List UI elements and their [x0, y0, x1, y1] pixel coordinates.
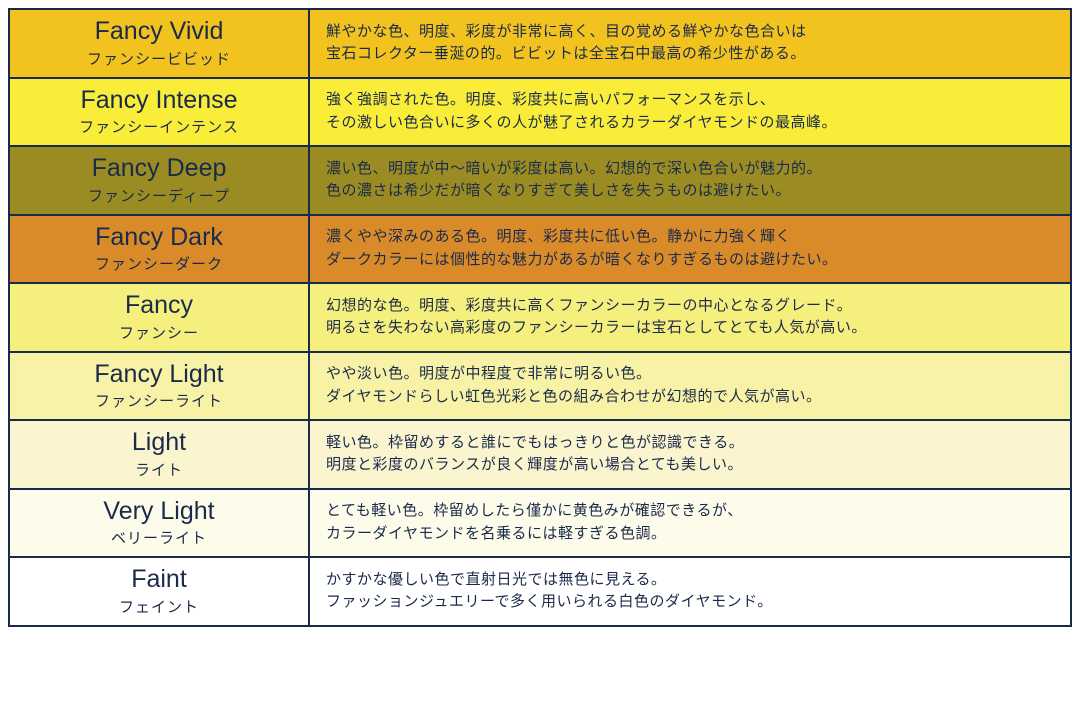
grade-desc-line: やや淡い色。明度が中程度で非常に明るい色。: [326, 363, 1054, 386]
grade-label-cell: Fancyファンシー: [10, 284, 310, 351]
grade-row: Fancyファンシー幻想的な色。明度、彩度共に高くファンシーカラーの中心となるグ…: [10, 284, 1070, 353]
grade-desc-line: かすかな優しい色で直射日光では無色に見える。: [326, 569, 1054, 592]
grade-name-jp: フェイント: [119, 596, 199, 617]
grade-name-jp: ファンシー: [119, 322, 199, 343]
grade-name-en: Fancy Light: [94, 361, 223, 389]
grade-label-cell: Fancy Deepファンシーディープ: [10, 147, 310, 214]
grade-label-cell: Fancy Vividファンシービビッド: [10, 10, 310, 77]
grade-name-en: Fancy: [125, 292, 193, 320]
grade-desc-cell: 強く強調された色。明度、彩度共に高いパフォーマンスを示し、その激しい色合いに多く…: [310, 79, 1070, 146]
grade-row: Fancy Deepファンシーディープ濃い色、明度が中〜暗いが彩度は高い。幻想的…: [10, 147, 1070, 216]
grade-name-en: Faint: [131, 566, 187, 594]
grade-desc-line: 鮮やかな色、明度、彩度が非常に高く、目の覚める鮮やかな色合いは: [326, 21, 1054, 44]
grade-desc-cell: とても軽い色。枠留めしたら僅かに黄色みが確認できるが、カラーダイヤモンドを名乗る…: [310, 490, 1070, 557]
grade-label-cell: Fancy Lightファンシーライト: [10, 353, 310, 420]
grade-desc-line: カラーダイヤモンドを名乗るには軽すぎる色調。: [326, 523, 1054, 546]
grade-name-en: Light: [132, 429, 186, 457]
grade-desc-cell: 幻想的な色。明度、彩度共に高くファンシーカラーの中心となるグレード。明るさを失わ…: [310, 284, 1070, 351]
grade-desc-line: とても軽い色。枠留めしたら僅かに黄色みが確認できるが、: [326, 500, 1054, 523]
grade-desc-cell: 軽い色。枠留めすると誰にでもはっきりと色が認識できる。明度と彩度のバランスが良く…: [310, 421, 1070, 488]
grade-desc-line: 濃い色、明度が中〜暗いが彩度は高い。幻想的で深い色合いが魅力的。: [326, 158, 1054, 181]
grade-name-en: Fancy Intense: [80, 87, 237, 115]
grade-name-en: Fancy Vivid: [95, 18, 224, 46]
grade-desc-line: 宝石コレクター垂涎の的。ビビットは全宝石中最高の希少性がある。: [326, 43, 1054, 66]
grade-label-cell: Lightライト: [10, 421, 310, 488]
grade-row: Fancy Darkファンシーダーク濃くやや深みのある色。明度、彩度共に低い色。…: [10, 216, 1070, 285]
grade-desc-cell: かすかな優しい色で直射日光では無色に見える。ファッションジュエリーで多く用いられ…: [310, 558, 1070, 625]
grade-desc-line: 明るさを失わない高彩度のファンシーカラーは宝石としてとても人気が高い。: [326, 317, 1054, 340]
grade-desc-line: 強く強調された色。明度、彩度共に高いパフォーマンスを示し、: [326, 89, 1054, 112]
color-grade-table: Fancy Vividファンシービビッド鮮やかな色、明度、彩度が非常に高く、目の…: [8, 8, 1072, 627]
grade-name-en: Fancy Dark: [95, 224, 223, 252]
grade-name-en: Very Light: [103, 498, 214, 526]
grade-desc-line: 幻想的な色。明度、彩度共に高くファンシーカラーの中心となるグレード。: [326, 295, 1054, 318]
grade-label-cell: Fancy Intenseファンシーインテンス: [10, 79, 310, 146]
grade-desc-cell: 濃い色、明度が中〜暗いが彩度は高い。幻想的で深い色合いが魅力的。色の濃さは希少だ…: [310, 147, 1070, 214]
grade-desc-line: 色の濃さは希少だが暗くなりすぎて美しさを失うものは避けたい。: [326, 180, 1054, 203]
grade-desc-cell: 濃くやや深みのある色。明度、彩度共に低い色。静かに力強く輝くダークカラーには個性…: [310, 216, 1070, 283]
grade-name-en: Fancy Deep: [92, 155, 227, 183]
grade-name-jp: ファンシービビッド: [87, 48, 231, 69]
grade-desc-cell: 鮮やかな色、明度、彩度が非常に高く、目の覚める鮮やかな色合いは宝石コレクター垂涎…: [310, 10, 1070, 77]
grade-name-jp: ファンシーダーク: [95, 253, 223, 274]
grade-row: Fancy Intenseファンシーインテンス強く強調された色。明度、彩度共に高…: [10, 79, 1070, 148]
grade-name-jp: ライト: [135, 459, 183, 480]
grade-label-cell: Faintフェイント: [10, 558, 310, 625]
grade-name-jp: ファンシーライト: [95, 390, 223, 411]
grade-desc-line: ダイヤモンドらしい虹色光彩と色の組み合わせが幻想的で人気が高い。: [326, 386, 1054, 409]
grade-row: Fancy Lightファンシーライトやや淡い色。明度が中程度で非常に明るい色。…: [10, 353, 1070, 422]
grade-desc-line: 軽い色。枠留めすると誰にでもはっきりと色が認識できる。: [326, 432, 1054, 455]
grade-desc-line: その激しい色合いに多くの人が魅了されるカラーダイヤモンドの最高峰。: [326, 112, 1054, 135]
grade-desc-line: ダークカラーには個性的な魅力があるが暗くなりすぎるものは避けたい。: [326, 249, 1054, 272]
grade-desc-line: 濃くやや深みのある色。明度、彩度共に低い色。静かに力強く輝く: [326, 226, 1054, 249]
grade-label-cell: Fancy Darkファンシーダーク: [10, 216, 310, 283]
grade-desc-cell: やや淡い色。明度が中程度で非常に明るい色。ダイヤモンドらしい虹色光彩と色の組み合…: [310, 353, 1070, 420]
grade-name-jp: ファンシーディープ: [88, 185, 230, 206]
grade-label-cell: Very Lightベリーライト: [10, 490, 310, 557]
grade-row: Fancy Vividファンシービビッド鮮やかな色、明度、彩度が非常に高く、目の…: [10, 10, 1070, 79]
grade-desc-line: ファッションジュエリーで多く用いられる白色のダイヤモンド。: [326, 591, 1054, 614]
grade-row: Very Lightベリーライトとても軽い色。枠留めしたら僅かに黄色みが確認でき…: [10, 490, 1070, 559]
grade-row: Lightライト軽い色。枠留めすると誰にでもはっきりと色が認識できる。明度と彩度…: [10, 421, 1070, 490]
grade-desc-line: 明度と彩度のバランスが良く輝度が高い場合とても美しい。: [326, 454, 1054, 477]
grade-name-jp: ベリーライト: [111, 527, 207, 548]
grade-row: Faintフェイントかすかな優しい色で直射日光では無色に見える。ファッションジュ…: [10, 558, 1070, 625]
grade-name-jp: ファンシーインテンス: [79, 116, 239, 137]
